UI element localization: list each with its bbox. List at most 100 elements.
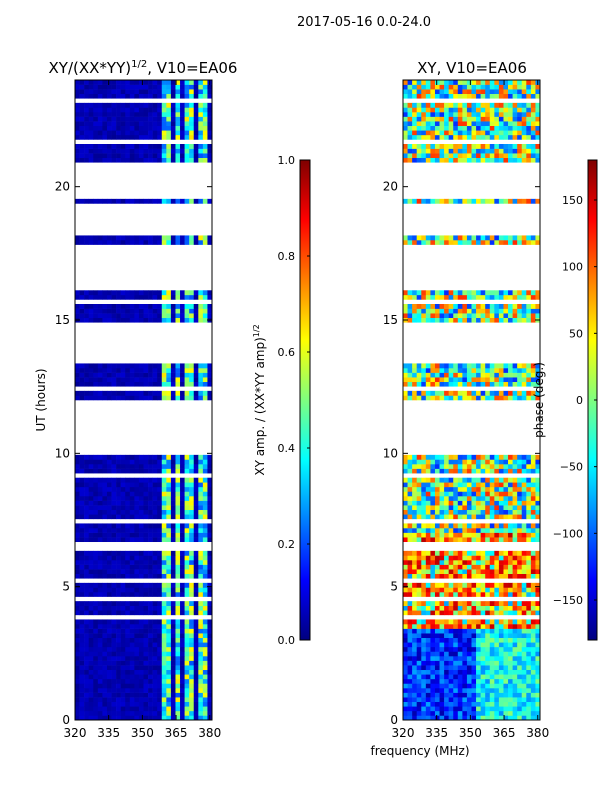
amplitude-cell bbox=[166, 678, 172, 684]
amplitude-cell bbox=[170, 651, 176, 657]
amplitude-cell bbox=[161, 592, 167, 597]
phase-cell bbox=[416, 514, 422, 520]
phase-cell bbox=[457, 710, 463, 716]
amplitude-cell bbox=[143, 660, 149, 666]
phase-cell bbox=[485, 564, 491, 570]
phase-cell bbox=[425, 235, 431, 241]
amplitude-cell bbox=[93, 148, 99, 154]
phase-cell bbox=[416, 121, 422, 127]
amplitude-cell bbox=[116, 198, 121, 204]
amplitude-cell bbox=[120, 674, 126, 680]
amplitude-cell bbox=[79, 674, 85, 680]
amplitude-cell bbox=[125, 240, 131, 245]
amplitude-cell bbox=[120, 482, 126, 488]
phase-cell bbox=[526, 112, 532, 117]
amplitude-cell bbox=[152, 134, 158, 140]
phase-cell bbox=[489, 528, 495, 533]
phase-cell bbox=[512, 496, 518, 501]
amplitude-cell bbox=[143, 89, 149, 95]
amplitude-cell bbox=[120, 116, 126, 122]
phase-cell bbox=[476, 102, 481, 108]
phase-cell bbox=[407, 290, 413, 296]
amplitude-cell bbox=[148, 706, 153, 712]
amplitude-cell bbox=[193, 560, 199, 565]
amplitude-cell bbox=[88, 121, 94, 127]
amplitude-cell bbox=[184, 294, 190, 300]
phase-cell bbox=[412, 317, 417, 323]
amplitude-cell bbox=[97, 678, 103, 684]
phase-cell bbox=[462, 317, 468, 323]
phase-cell bbox=[466, 678, 472, 684]
amplitude-cell bbox=[152, 569, 158, 575]
amplitude-cell bbox=[88, 701, 94, 707]
phase-cell bbox=[466, 372, 472, 378]
phase-cell bbox=[403, 464, 408, 469]
amplitude-cell bbox=[161, 697, 167, 703]
phase-cell bbox=[476, 619, 481, 625]
amplitude-cell bbox=[79, 692, 85, 698]
phase-cell bbox=[526, 509, 532, 515]
phase-cell bbox=[530, 313, 536, 319]
phase-cell bbox=[535, 395, 541, 401]
phase-cell bbox=[457, 368, 463, 373]
phase-cell bbox=[530, 381, 536, 387]
phase-cell bbox=[434, 669, 440, 675]
phase-cell bbox=[498, 121, 504, 127]
phase-cell bbox=[512, 555, 518, 561]
amplitude-cell bbox=[134, 537, 140, 543]
amplitude-cell bbox=[166, 555, 172, 561]
phase-cell bbox=[421, 688, 427, 693]
phase-cell bbox=[421, 509, 427, 515]
phase-cell bbox=[512, 89, 518, 95]
amplitude-cell bbox=[106, 628, 112, 634]
amplitude-cell bbox=[148, 646, 153, 652]
phase-cell bbox=[503, 308, 509, 314]
amplitude-cell bbox=[180, 482, 185, 488]
phase-cell bbox=[512, 144, 518, 149]
amplitude-cell bbox=[180, 112, 185, 117]
phase-cell bbox=[430, 290, 436, 296]
phase-cell bbox=[434, 637, 440, 643]
phase-cell bbox=[480, 500, 486, 506]
phase-cell bbox=[444, 121, 449, 127]
amplitude-cell bbox=[106, 80, 112, 85]
amplitude-cell bbox=[125, 381, 131, 387]
amplitude-cell bbox=[143, 93, 149, 99]
phase-cell bbox=[526, 710, 532, 716]
amplitude-cell bbox=[125, 491, 131, 497]
phase-cell bbox=[444, 313, 449, 319]
phase-cell bbox=[416, 505, 422, 511]
phase-cell bbox=[517, 112, 523, 117]
amplitude-cell bbox=[180, 610, 185, 616]
amplitude-cell bbox=[184, 84, 190, 90]
phase-cell bbox=[416, 89, 422, 95]
amplitude-cell bbox=[111, 198, 117, 204]
amplitude-cell bbox=[138, 601, 144, 607]
phase-cell bbox=[453, 505, 459, 511]
phase-cell bbox=[530, 107, 536, 113]
amplitude-cell bbox=[102, 646, 108, 652]
phase-cell bbox=[521, 482, 527, 488]
phase-cell bbox=[521, 144, 527, 149]
amplitude-cell bbox=[111, 459, 117, 465]
phase-cell bbox=[439, 377, 445, 383]
phase-cell bbox=[412, 528, 417, 533]
amplitude-cell bbox=[207, 395, 213, 401]
amplitude-cell bbox=[120, 706, 126, 712]
amplitude-cell bbox=[102, 564, 108, 570]
amplitude-cell bbox=[88, 550, 94, 556]
amplitude-cell bbox=[84, 523, 89, 529]
amplitude-cell bbox=[93, 368, 99, 373]
amplitude-cell bbox=[129, 528, 135, 533]
amplitude-cell bbox=[143, 482, 149, 488]
phase-cell bbox=[444, 674, 449, 680]
phase-cell bbox=[439, 153, 445, 159]
phase-cell bbox=[476, 482, 481, 488]
phase-cell bbox=[407, 674, 413, 680]
amplitude-cell bbox=[75, 153, 80, 159]
amplitude-cell bbox=[84, 308, 89, 314]
phase-cell bbox=[416, 454, 422, 460]
phase-cell bbox=[453, 317, 459, 323]
phase-cell bbox=[517, 514, 523, 520]
